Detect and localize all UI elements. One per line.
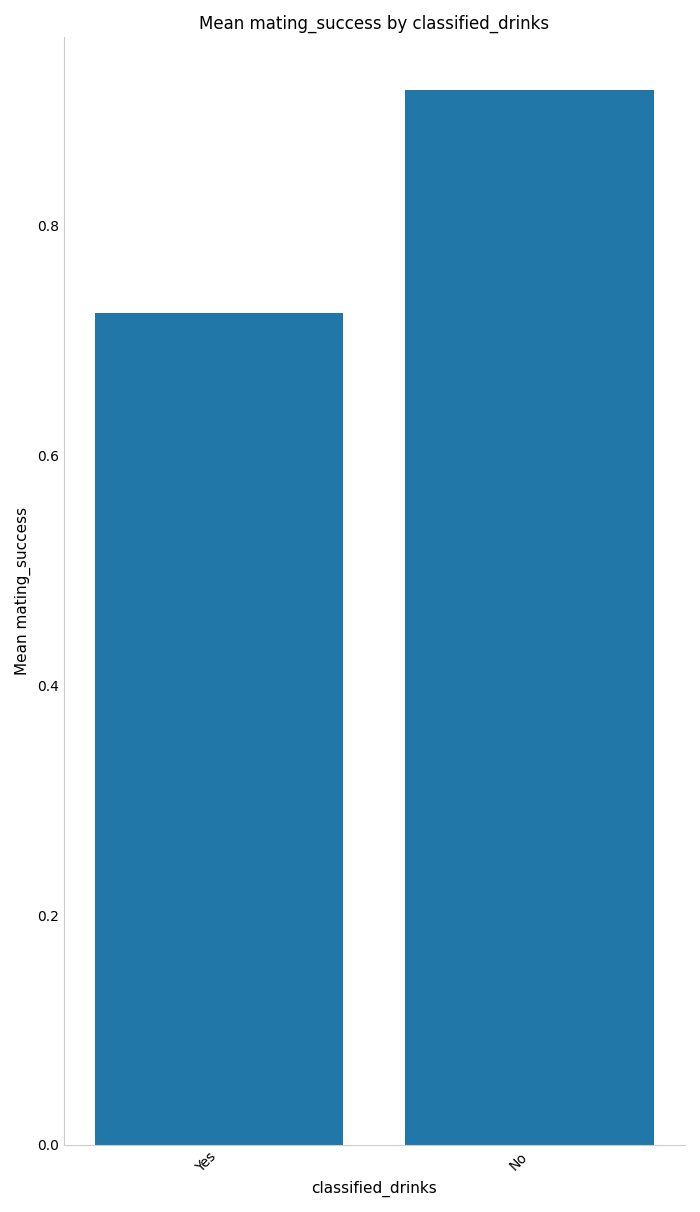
Y-axis label: Mean mating_success: Mean mating_success [15,507,32,675]
Bar [94,313,343,1145]
Bar [405,90,654,1145]
X-axis label: classified_drinks: classified_drinks [312,1180,438,1197]
Title: Mean mating_success by classified_drinks: Mean mating_success by classified_drinks [199,15,550,33]
